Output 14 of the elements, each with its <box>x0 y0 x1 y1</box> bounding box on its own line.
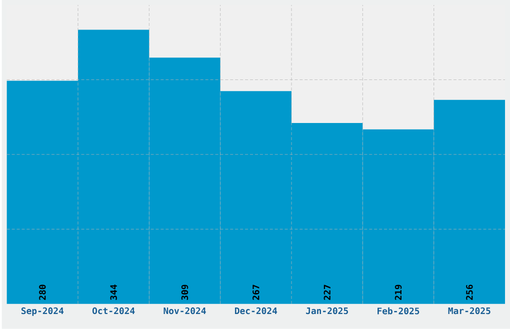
x-tick-label: Jan-2025 <box>306 308 348 314</box>
data-label: 267 <box>252 285 260 300</box>
data-label: 256 <box>466 284 473 300</box>
x-tick-label: Dec-2024 <box>234 308 278 314</box>
x-tick-label: Nov-2024 <box>164 308 206 314</box>
data-label: 344 <box>110 284 117 300</box>
x-tick-label: Oct-2024 <box>92 308 135 314</box>
x-tick-label: Feb-2025 <box>378 308 420 314</box>
x-tick-label: Mar-2025 <box>448 308 490 314</box>
data-label: 309 <box>181 284 188 300</box>
x-tick-label: Sep-2024 <box>21 308 64 316</box>
data-label: 280 <box>39 284 46 300</box>
data-label: 219 <box>394 284 402 300</box>
data-label: 227 <box>324 285 330 300</box>
